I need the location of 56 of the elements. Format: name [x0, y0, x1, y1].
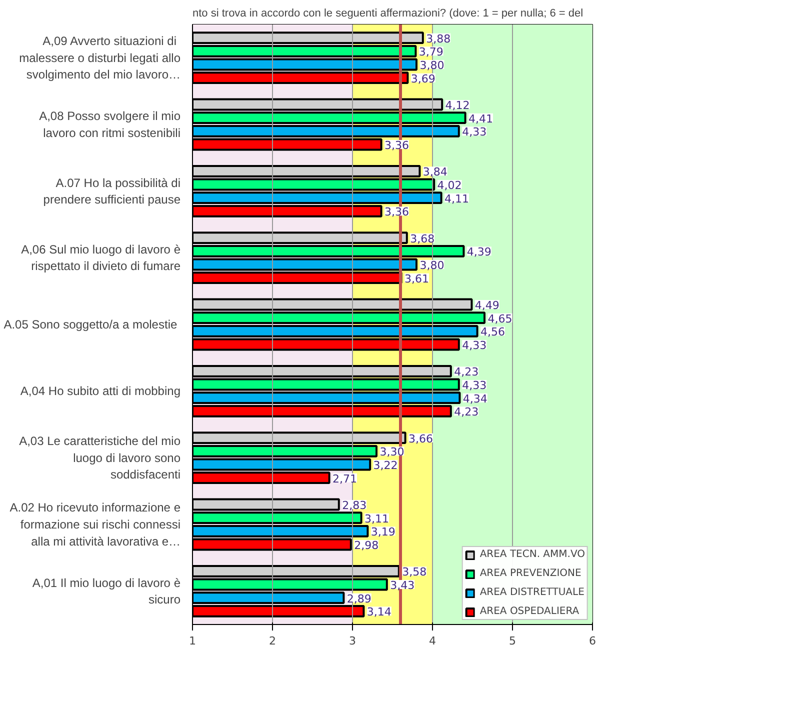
data-label: 2,83 — [342, 499, 367, 512]
x-tick-label: 4 — [429, 634, 436, 648]
y-tick-label: A.07 Ho la possibilità di prendere sufficienti pause — [43, 176, 181, 207]
data-label: 4,65 — [488, 312, 512, 326]
data-label: 3,30 — [380, 446, 404, 459]
y-tick-label: A,01 Il mio luogo di lavoro è sicuro — [32, 576, 181, 607]
data-label: 4,34 — [462, 392, 488, 406]
data-label: 3,61 — [404, 272, 429, 286]
legend-label: AREA TECN. AMM.VO — [480, 549, 585, 560]
data-label: 4,56 — [480, 326, 505, 339]
data-label: 3,80 — [420, 59, 444, 72]
data-label: 3,79 — [418, 46, 444, 59]
data-label: 4,33 — [462, 379, 487, 392]
data-label: 3,22 — [373, 459, 398, 472]
x-tick-label: 2 — [269, 634, 276, 648]
data-label: 3,14 — [366, 606, 392, 619]
chart-title: nto si trova in accordo con le seguenti affermazioni? (dove: 1 = per nulla; 6 = del — [192, 8, 584, 20]
data-label: 4,33 — [462, 339, 487, 352]
data-label: 3,19 — [370, 526, 396, 539]
data-label: 4,39 — [466, 246, 492, 259]
y-tick-label: A,09 Avverto situazioni di malessere o disturbi legati allo svolgimento del mio lavoro… — [19, 34, 181, 82]
y-tick-label: A.02 Ho ricevuto informazione e formazione sui rischi connessi alla mi attività lavorativa e… — [10, 500, 181, 548]
data-label: 4,02 — [437, 179, 462, 192]
legend-label: AREA PREVENZIONE — [480, 568, 582, 579]
x-tick-label: 3 — [349, 634, 356, 648]
data-label: 3,84 — [422, 166, 448, 179]
data-label: 3,11 — [364, 512, 389, 526]
legend-label: AREA DISTRETTUALE — [480, 587, 584, 598]
data-label: 2,71 — [332, 472, 357, 486]
data-label: 4,41 — [468, 112, 493, 126]
data-label: 4,23 — [454, 366, 479, 379]
data-label: 3,43 — [390, 579, 415, 592]
data-label: 2,89 — [346, 592, 372, 606]
data-label: 4,23 — [454, 406, 479, 419]
x-tick-label: 1 — [189, 634, 196, 648]
data-label: 4,33 — [462, 126, 487, 139]
x-tick-label: 5 — [509, 634, 516, 648]
legend-label: AREA OSPEDALIERA — [480, 606, 580, 617]
data-label: 4,11 — [444, 192, 469, 206]
data-label: 4,12 — [445, 99, 470, 112]
data-label: 2,98 — [354, 539, 379, 552]
data-label: 3,36 — [384, 139, 409, 152]
data-label: 4,49 — [474, 299, 500, 312]
y-tick-label: A,03 Le caratteristiche del mio luogo di lavoro sono soddisfacenti — [19, 434, 181, 482]
data-label: 3,58 — [402, 566, 427, 579]
y-tick-label: A,06 Sul mio luogo di lavoro è rispettato il divieto di fumare — [21, 242, 181, 274]
data-label: 3,88 — [426, 32, 451, 46]
data-label: 3,66 — [408, 432, 433, 446]
data-label: 3,68 — [410, 232, 435, 246]
y-tick-label: A,04 Ho subito atti di mobbing — [20, 384, 181, 398]
x-tick-label: 6 — [589, 634, 596, 648]
data-label: 3,69 — [410, 72, 436, 86]
y-tick-label: A.05 Sono soggetto/a a molestie — [4, 318, 178, 332]
y-tick-label: A,08 Posso svolgere il mio lavoro con ritmi sostenibili — [39, 109, 181, 140]
data-label: 3,36 — [384, 206, 409, 219]
data-label: 3,80 — [420, 259, 444, 272]
